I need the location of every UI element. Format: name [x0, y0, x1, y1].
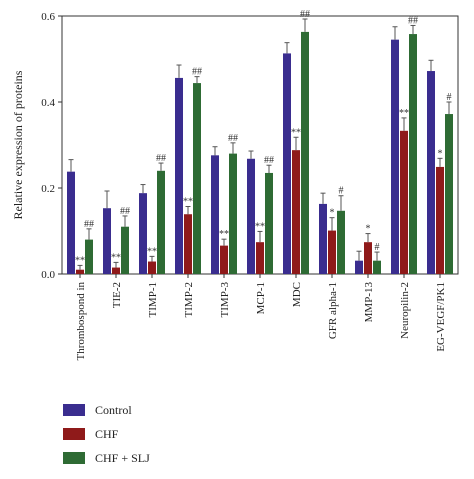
- significance-mark: ##: [300, 9, 310, 20]
- bar-control: [67, 171, 75, 274]
- bar-chf-slj: [157, 170, 165, 274]
- bar-chf-slj: [301, 31, 309, 274]
- bar-chf: [256, 242, 264, 274]
- x-tick-label: TIMP-3: [219, 282, 231, 318]
- x-tick-label: Neuropilin-2: [399, 282, 411, 339]
- bar-control: [211, 155, 219, 274]
- bar-chf-slj: [193, 83, 201, 274]
- significance-mark: **: [75, 255, 85, 266]
- legend-label-chf: CHF: [95, 426, 119, 441]
- x-tick-label: MMP-13: [363, 282, 375, 323]
- bar-chf-slj: [121, 226, 129, 274]
- bar-chf: [328, 230, 336, 274]
- significance-mark: ##: [192, 67, 202, 78]
- bar-chf-slj: [265, 172, 273, 274]
- x-tick-label: MDC: [291, 282, 303, 307]
- significance-mark: ##: [120, 206, 130, 217]
- bar-chf-slj: [445, 114, 453, 274]
- significance-mark: #: [375, 242, 380, 253]
- significance-mark: #: [339, 186, 344, 197]
- legend-label-chf-slj: CHF + SLJ: [95, 450, 150, 465]
- significance-mark: ##: [84, 219, 94, 230]
- y-axis-label: Relative expression of proteins: [11, 70, 25, 219]
- bar-chf: [112, 267, 120, 274]
- bar-chf: [436, 166, 444, 274]
- significance-mark: ##: [156, 153, 166, 164]
- legend-label-control: Control: [95, 402, 132, 417]
- bar-chf-slj: [373, 260, 381, 274]
- x-tick-label: TIE-2: [111, 282, 123, 308]
- bar-control: [355, 260, 363, 274]
- significance-mark: **: [183, 196, 193, 207]
- significance-mark: **: [399, 108, 409, 119]
- x-tick-label: Thrombospond in: [75, 282, 87, 361]
- significance-mark: ##: [408, 15, 418, 26]
- legend-item-chf-slj: CHF + SLJ: [63, 446, 150, 470]
- y-tick-label: 0.4: [41, 97, 55, 109]
- significance-mark: *: [366, 224, 371, 235]
- significance-mark: #: [447, 92, 452, 103]
- y-tick-label: 0.0: [41, 269, 55, 281]
- legend-swatch-chf-slj: [63, 452, 85, 464]
- bar-control: [391, 39, 399, 275]
- bar-chf: [292, 150, 300, 274]
- bar-control: [103, 208, 111, 274]
- significance-mark: **: [219, 229, 229, 240]
- significance-mark: *: [330, 208, 335, 219]
- significance-mark: **: [255, 221, 265, 232]
- significance-mark: **: [147, 246, 157, 257]
- legend-swatch-chf: [63, 428, 85, 440]
- bar-control: [247, 158, 255, 274]
- x-tick-label: TIMP-1: [147, 282, 159, 317]
- bar-control: [319, 203, 327, 274]
- x-tick-label: GFR alpha-1: [327, 282, 339, 339]
- legend-item-chf: CHF: [63, 422, 150, 446]
- significance-mark: **: [111, 252, 121, 263]
- legend-swatch-control: [63, 404, 85, 416]
- bar-control: [139, 193, 147, 274]
- legend: Control CHF CHF + SLJ: [63, 398, 150, 470]
- bar-chf: [76, 269, 84, 274]
- significance-mark: **: [291, 127, 301, 138]
- x-tick-label: TIMP-2: [183, 282, 195, 317]
- bar-chf: [220, 245, 228, 274]
- y-tick-label: 0.2: [41, 183, 55, 195]
- bar-control: [427, 71, 435, 274]
- significance-mark: ##: [264, 155, 274, 166]
- significance-mark: *: [438, 148, 443, 159]
- bar-chf: [148, 261, 156, 274]
- bar-chf: [400, 130, 408, 274]
- bar-control: [283, 53, 291, 274]
- bar-chf: [364, 242, 372, 274]
- bar-chf-slj: [85, 239, 93, 274]
- x-tick-label: MCP-1: [255, 282, 267, 314]
- y-tick-label: 0.6: [41, 11, 55, 23]
- bar-chf-slj: [229, 153, 237, 274]
- bar-chf-slj: [409, 34, 417, 275]
- significance-mark: ##: [228, 133, 238, 144]
- bar-control: [175, 77, 183, 274]
- legend-item-control: Control: [63, 398, 150, 422]
- bar-chf-slj: [337, 210, 345, 274]
- x-tick-label: EG-VEGF/PK1: [435, 282, 447, 352]
- bar-chf: [184, 214, 192, 274]
